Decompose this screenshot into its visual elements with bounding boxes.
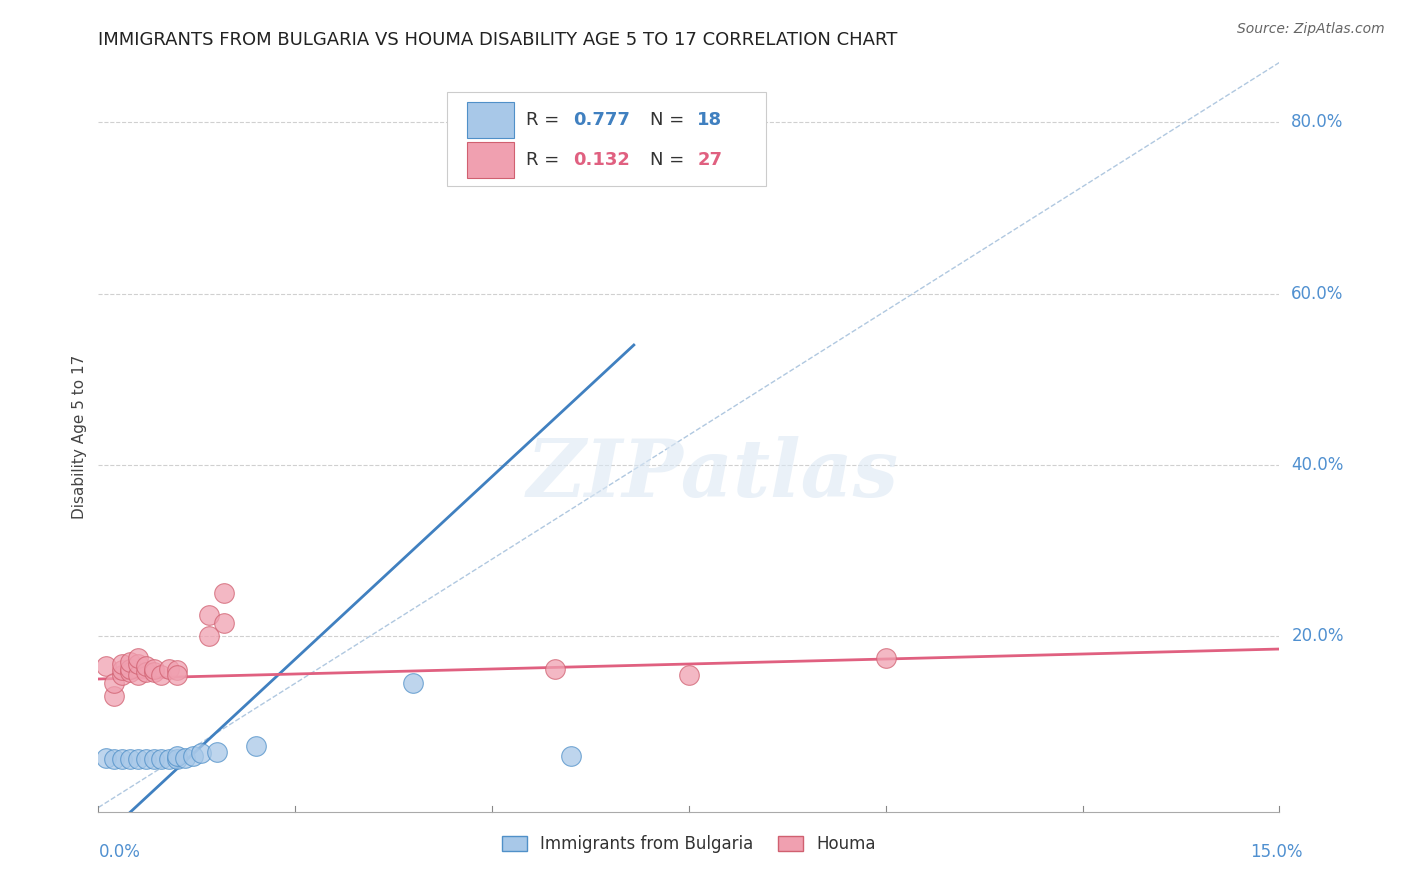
- Text: R =: R =: [526, 151, 565, 169]
- Point: [190, 747, 212, 761]
- Text: IMMIGRANTS FROM BULGARIA VS HOUMA DISABILITY AGE 5 TO 17 CORRELATION CHART: IMMIGRANTS FROM BULGARIA VS HOUMA DISABI…: [98, 31, 898, 49]
- Point: [174, 751, 197, 765]
- Point: [142, 662, 165, 676]
- Point: [678, 667, 700, 681]
- Text: Source: ZipAtlas.com: Source: ZipAtlas.com: [1237, 22, 1385, 37]
- Text: 60.0%: 60.0%: [1291, 285, 1344, 302]
- Point: [214, 586, 236, 600]
- Point: [166, 751, 188, 765]
- FancyBboxPatch shape: [447, 93, 766, 186]
- Point: [544, 662, 567, 676]
- Point: [96, 659, 118, 673]
- Text: N =: N =: [650, 151, 690, 169]
- Point: [135, 665, 157, 680]
- Point: [135, 751, 157, 765]
- Point: [127, 657, 149, 671]
- Point: [111, 667, 134, 681]
- Point: [166, 667, 188, 681]
- Text: 27: 27: [697, 151, 723, 169]
- Point: [103, 689, 125, 703]
- Point: [214, 616, 236, 631]
- Point: [205, 745, 228, 759]
- Point: [96, 751, 118, 765]
- Text: 0.0%: 0.0%: [98, 844, 141, 862]
- Text: 40.0%: 40.0%: [1291, 456, 1344, 474]
- Y-axis label: Disability Age 5 to 17: Disability Age 5 to 17: [72, 355, 87, 519]
- Point: [875, 650, 897, 665]
- Point: [197, 629, 219, 643]
- Point: [118, 665, 141, 680]
- Point: [245, 739, 267, 753]
- Text: N =: N =: [650, 112, 690, 129]
- Point: [111, 752, 134, 766]
- Point: [135, 659, 157, 673]
- Point: [103, 676, 125, 690]
- Point: [111, 664, 134, 678]
- Bar: [467, 103, 515, 138]
- Text: 18: 18: [697, 112, 723, 129]
- Point: [127, 667, 149, 681]
- Text: 15.0%: 15.0%: [1250, 843, 1303, 861]
- Point: [142, 665, 165, 680]
- Point: [150, 751, 173, 765]
- Point: [150, 667, 173, 681]
- Point: [142, 751, 165, 765]
- Text: ZIPatlas: ZIPatlas: [526, 436, 898, 513]
- Point: [166, 749, 188, 764]
- Point: [402, 676, 425, 690]
- Point: [560, 749, 582, 764]
- Text: 0.777: 0.777: [574, 112, 630, 129]
- Point: [157, 751, 180, 765]
- Point: [181, 749, 204, 764]
- Text: 0.132: 0.132: [574, 151, 630, 169]
- Point: [111, 657, 134, 671]
- Point: [118, 655, 141, 669]
- Point: [118, 662, 141, 676]
- Point: [127, 752, 149, 766]
- Point: [197, 607, 219, 622]
- Point: [127, 650, 149, 665]
- Bar: [467, 142, 515, 178]
- Text: 20.0%: 20.0%: [1291, 627, 1344, 645]
- Legend: Immigrants from Bulgaria, Houma: Immigrants from Bulgaria, Houma: [495, 829, 883, 860]
- Text: R =: R =: [526, 112, 565, 129]
- Point: [157, 662, 180, 676]
- Point: [103, 751, 125, 765]
- Point: [118, 752, 141, 766]
- Text: 80.0%: 80.0%: [1291, 113, 1344, 131]
- Point: [166, 664, 188, 678]
